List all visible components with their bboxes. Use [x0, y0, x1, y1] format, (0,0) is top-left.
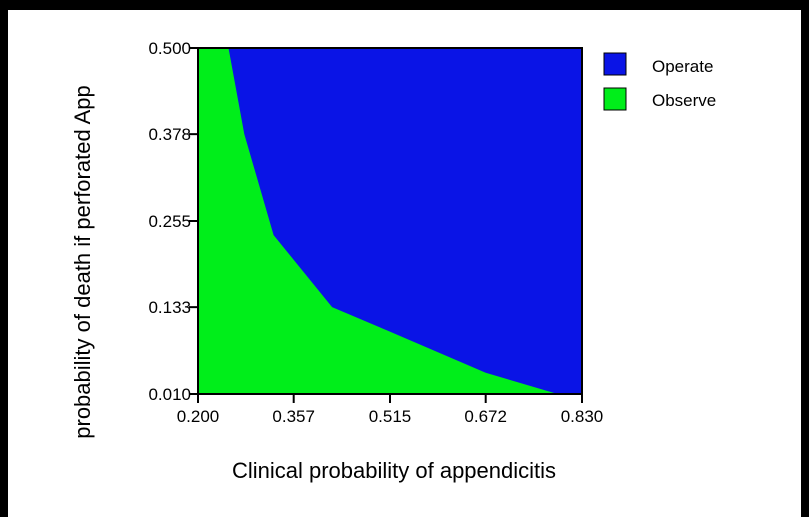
y-tick-label: 0.010 — [148, 385, 191, 404]
plot-area — [197, 47, 583, 395]
legend: Operate Observe — [603, 52, 716, 111]
legend-swatch-observe — [603, 87, 627, 111]
y-tick-label: 0.500 — [148, 39, 191, 58]
x-tick-label: 0.357 — [272, 407, 315, 426]
x-tick-label: 0.672 — [464, 407, 507, 426]
axes: 0.200 0.357 0.515 0.672 0.830 0.010 0.133 0.255… — [148, 39, 603, 426]
y-axis-label: probability of death if perforated App — [70, 85, 95, 438]
x-axis-label: Clinical probability of appendicitis — [232, 458, 556, 483]
legend-label-operate: Operate — [652, 57, 713, 76]
x-tick-label: 0.830 — [561, 407, 604, 426]
y-tick-label: 0.255 — [148, 212, 191, 231]
legend-swatch-operate — [603, 52, 627, 76]
y-tick-label: 0.133 — [148, 298, 191, 317]
observe-region — [198, 48, 558, 394]
x-tick-label: 0.515 — [369, 407, 412, 426]
legend-label-observe: Observe — [652, 91, 716, 110]
x-tick-label: 0.200 — [177, 407, 220, 426]
y-tick-label: 0.378 — [148, 125, 191, 144]
